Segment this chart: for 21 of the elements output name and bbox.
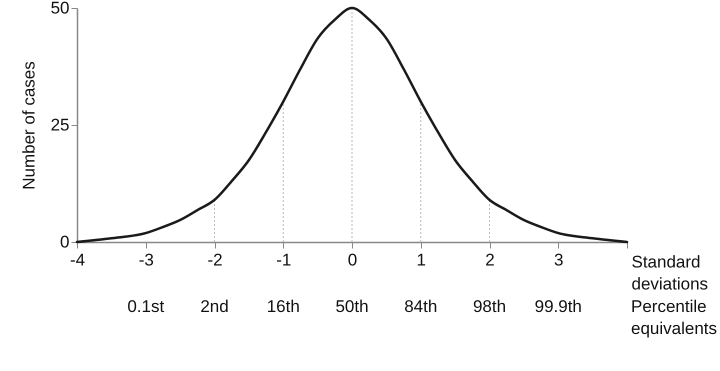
text: Percentile equivalents [631,297,718,338]
x-tick-label: 3 [554,250,564,270]
x-tick-label: 0 [348,250,358,270]
text: 99.9th [534,297,582,316]
text: 98th [472,297,506,316]
x-tick-label: -1 [276,250,292,270]
y-tick-label: 50 [50,0,70,18]
x-axis-title: Standard deviations [632,252,708,294]
x-tick-label: -3 [138,250,154,270]
text: 0.1st [127,297,164,316]
text: 16th [266,297,300,316]
y-tick-label: 0 [60,232,70,252]
text: 84th [404,297,438,316]
x-tick-label: -2 [207,250,223,270]
text: 2nd [200,297,229,316]
x-tick-label: 1 [416,250,426,270]
text: 50th [335,297,369,316]
y-axis-title: Number of cases [20,61,39,190]
y-tick-label: 25 [50,116,70,134]
x-tick-label: 2 [485,250,495,270]
x-tick-label: -4 [70,250,86,270]
